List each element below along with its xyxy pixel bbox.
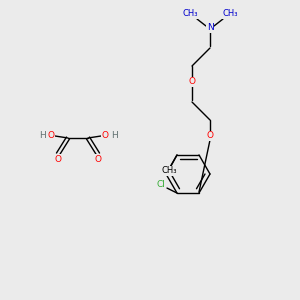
Text: CH₃: CH₃ xyxy=(182,10,198,19)
Text: O: O xyxy=(94,154,101,164)
Text: O: O xyxy=(206,131,214,140)
Text: Cl: Cl xyxy=(157,180,165,189)
Text: N: N xyxy=(207,23,213,32)
Text: O: O xyxy=(55,154,62,164)
Text: H: H xyxy=(111,131,117,140)
Text: CH₃: CH₃ xyxy=(161,167,177,176)
Text: O: O xyxy=(101,131,109,140)
Text: H: H xyxy=(39,131,45,140)
Text: O: O xyxy=(188,77,196,86)
Text: O: O xyxy=(47,131,55,140)
Text: CH₃: CH₃ xyxy=(222,10,238,19)
